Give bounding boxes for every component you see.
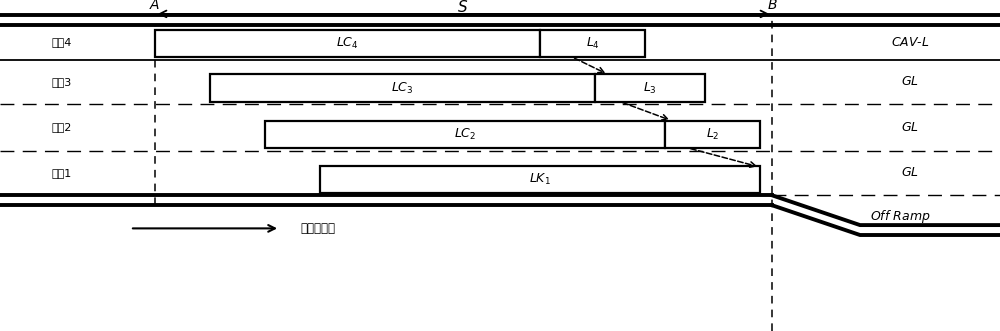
Text: 车道2: 车道2 xyxy=(52,122,72,132)
Text: $A$: $A$ xyxy=(149,0,161,12)
Text: 车道1: 车道1 xyxy=(52,168,72,178)
Text: $\mathit{GL}$: $\mathit{GL}$ xyxy=(901,75,919,88)
Bar xyxy=(320,166,760,193)
Bar xyxy=(155,30,540,57)
Bar xyxy=(540,30,645,57)
Text: $\mathit{GL}$: $\mathit{GL}$ xyxy=(901,166,919,179)
Text: $B$: $B$ xyxy=(767,0,777,12)
Text: 车道4: 车道4 xyxy=(52,37,72,47)
Text: $S$: $S$ xyxy=(457,0,469,15)
Bar xyxy=(265,121,665,148)
Bar xyxy=(595,74,705,102)
Text: $\mathit{L_3}$: $\mathit{L_3}$ xyxy=(643,80,657,96)
Text: $\mathit{LK_1}$: $\mathit{LK_1}$ xyxy=(529,171,551,187)
Bar xyxy=(210,74,595,102)
Text: 交通流方向: 交通流方向 xyxy=(300,222,335,235)
Text: $\mathit{Off\ Ramp}$: $\mathit{Off\ Ramp}$ xyxy=(870,208,930,225)
Text: $\mathit{L_2}$: $\mathit{L_2}$ xyxy=(706,127,719,142)
Text: $\mathit{LC_2}$: $\mathit{LC_2}$ xyxy=(454,127,476,142)
Text: $\mathit{CAV}$-$\mathit{L}$: $\mathit{CAV}$-$\mathit{L}$ xyxy=(891,36,929,49)
Text: $\mathit{L_4}$: $\mathit{L_4}$ xyxy=(586,36,599,51)
Text: 车道3: 车道3 xyxy=(52,77,72,87)
Text: $\mathit{LC_4}$: $\mathit{LC_4}$ xyxy=(336,36,359,51)
Text: $\mathit{LC_3}$: $\mathit{LC_3}$ xyxy=(391,80,414,96)
Text: $\mathit{GL}$: $\mathit{GL}$ xyxy=(901,121,919,134)
Bar xyxy=(665,121,760,148)
